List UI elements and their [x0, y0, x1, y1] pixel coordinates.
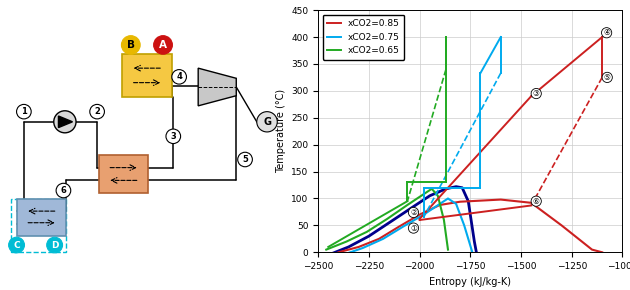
Circle shape: [16, 104, 32, 119]
Text: ③: ③: [533, 89, 540, 98]
Text: 5: 5: [242, 155, 248, 164]
Circle shape: [54, 111, 76, 133]
Circle shape: [56, 183, 71, 198]
Circle shape: [257, 112, 277, 132]
Polygon shape: [198, 68, 236, 106]
Circle shape: [90, 104, 105, 119]
FancyBboxPatch shape: [122, 54, 172, 97]
Circle shape: [166, 129, 181, 144]
Text: 6: 6: [60, 186, 66, 195]
Text: ②: ②: [410, 208, 417, 217]
Text: 3: 3: [170, 132, 176, 141]
Text: C: C: [13, 240, 20, 250]
Circle shape: [154, 36, 173, 54]
Legend: xCO2=0.85, xCO2=0.75, xCO2=0.65: xCO2=0.85, xCO2=0.75, xCO2=0.65: [323, 15, 404, 60]
Text: 2: 2: [94, 107, 100, 116]
Circle shape: [9, 237, 25, 253]
FancyBboxPatch shape: [98, 155, 149, 193]
Text: G: G: [263, 117, 271, 127]
FancyBboxPatch shape: [16, 199, 66, 236]
X-axis label: Entropy (kJ/kg-K): Entropy (kJ/kg-K): [429, 277, 512, 287]
Text: ①: ①: [410, 224, 417, 233]
Circle shape: [172, 70, 186, 84]
Circle shape: [122, 36, 140, 54]
Polygon shape: [59, 116, 72, 128]
Text: ④: ④: [603, 28, 610, 37]
Text: 4: 4: [176, 72, 182, 81]
Text: A: A: [159, 40, 167, 50]
Text: B: B: [127, 40, 135, 50]
Text: D: D: [51, 240, 59, 250]
Circle shape: [238, 152, 253, 167]
Text: ⑥: ⑥: [533, 197, 540, 206]
Text: 1: 1: [21, 107, 27, 116]
Y-axis label: Temperature (°C): Temperature (°C): [275, 89, 285, 173]
Circle shape: [47, 237, 62, 253]
Text: ⑤: ⑤: [604, 73, 610, 82]
